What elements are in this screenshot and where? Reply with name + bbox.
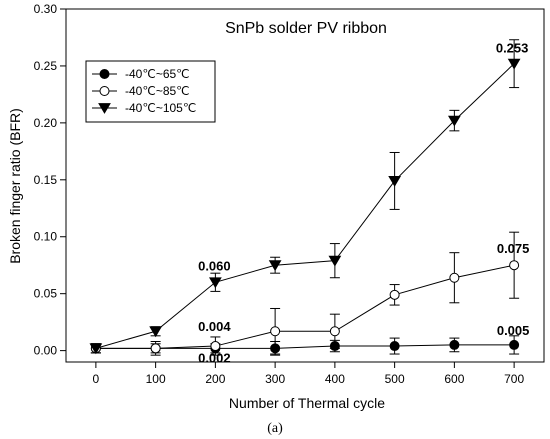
x-axis-title: Number of Thermal cycle: [229, 395, 385, 411]
series-3: [89, 39, 521, 355]
data-point: [389, 289, 400, 300]
x-axis: 0 100 200 300 400 500 600 700: [93, 362, 524, 386]
data-label: 0.253: [496, 41, 529, 56]
data-point: [329, 326, 340, 337]
data-point: [89, 343, 103, 355]
legend-label: -40℃~65℃: [125, 67, 190, 81]
legend-marker: [99, 69, 110, 79]
y-tick-label: 0.10: [34, 230, 58, 244]
x-tick-label: 500: [385, 372, 405, 386]
series-line: [95, 63, 515, 349]
y-axis: 0.00 0.05 0.10 0.15 0.20 0.25 0.30: [34, 2, 66, 358]
series-layer: [89, 39, 521, 356]
legend-label: -40℃~105℃: [125, 101, 196, 115]
legend-marker: [99, 86, 110, 96]
series-2: [90, 231, 520, 356]
figure-caption: (a): [267, 421, 283, 436]
data-point: [328, 255, 342, 267]
data-point: [448, 115, 461, 127]
data-point: [507, 58, 521, 70]
x-tick-label: 200: [205, 372, 225, 386]
plot-frame: [65, 8, 545, 363]
data-point: [209, 277, 222, 289]
data-label: 0.005: [497, 323, 530, 338]
y-tick-label: 0.30: [34, 2, 58, 16]
y-tick-label: 0.15: [34, 173, 58, 187]
data-point: [388, 176, 401, 187]
legend-label: -40℃~85℃: [125, 84, 190, 98]
data-point: [268, 260, 282, 272]
annotations: 0.253 0.060 0.075 0.004 0.002 0.005: [198, 41, 529, 366]
x-tick-label: 300: [265, 372, 285, 386]
data-label: 0.060: [198, 258, 231, 273]
data-point: [509, 339, 520, 350]
data-point: [270, 326, 281, 337]
data-point: [210, 341, 221, 352]
data-point: [449, 339, 460, 350]
legend-marker: [98, 103, 111, 114]
legend: -40℃~65℃ -40℃~85℃ -40℃~105℃: [85, 60, 216, 123]
data-label: 0.004: [198, 319, 231, 334]
x-tick-label: 600: [444, 372, 464, 386]
data-point: [149, 326, 162, 338]
data-point: [449, 272, 460, 283]
x-tick-label: 100: [146, 372, 166, 386]
data-label: 0.002: [198, 350, 231, 365]
y-tick-label: 0.00: [34, 344, 58, 358]
y-tick-label: 0.25: [34, 59, 58, 73]
data-point: [509, 260, 520, 271]
series-line: [95, 264, 515, 349]
x-tick-label: 400: [325, 372, 345, 386]
data-point: [150, 343, 161, 354]
chart-title: SnPb solder PV ribbon: [225, 20, 387, 37]
data-label: 0.075: [497, 241, 530, 256]
x-tick-label: 700: [504, 372, 524, 386]
y-tick-label: 0.05: [34, 287, 58, 301]
data-point: [389, 341, 400, 352]
y-axis-title: Broken finger ratio (BFR): [7, 108, 23, 264]
y-tick-label: 0.20: [34, 116, 58, 130]
x-tick-label: 0: [93, 372, 100, 386]
